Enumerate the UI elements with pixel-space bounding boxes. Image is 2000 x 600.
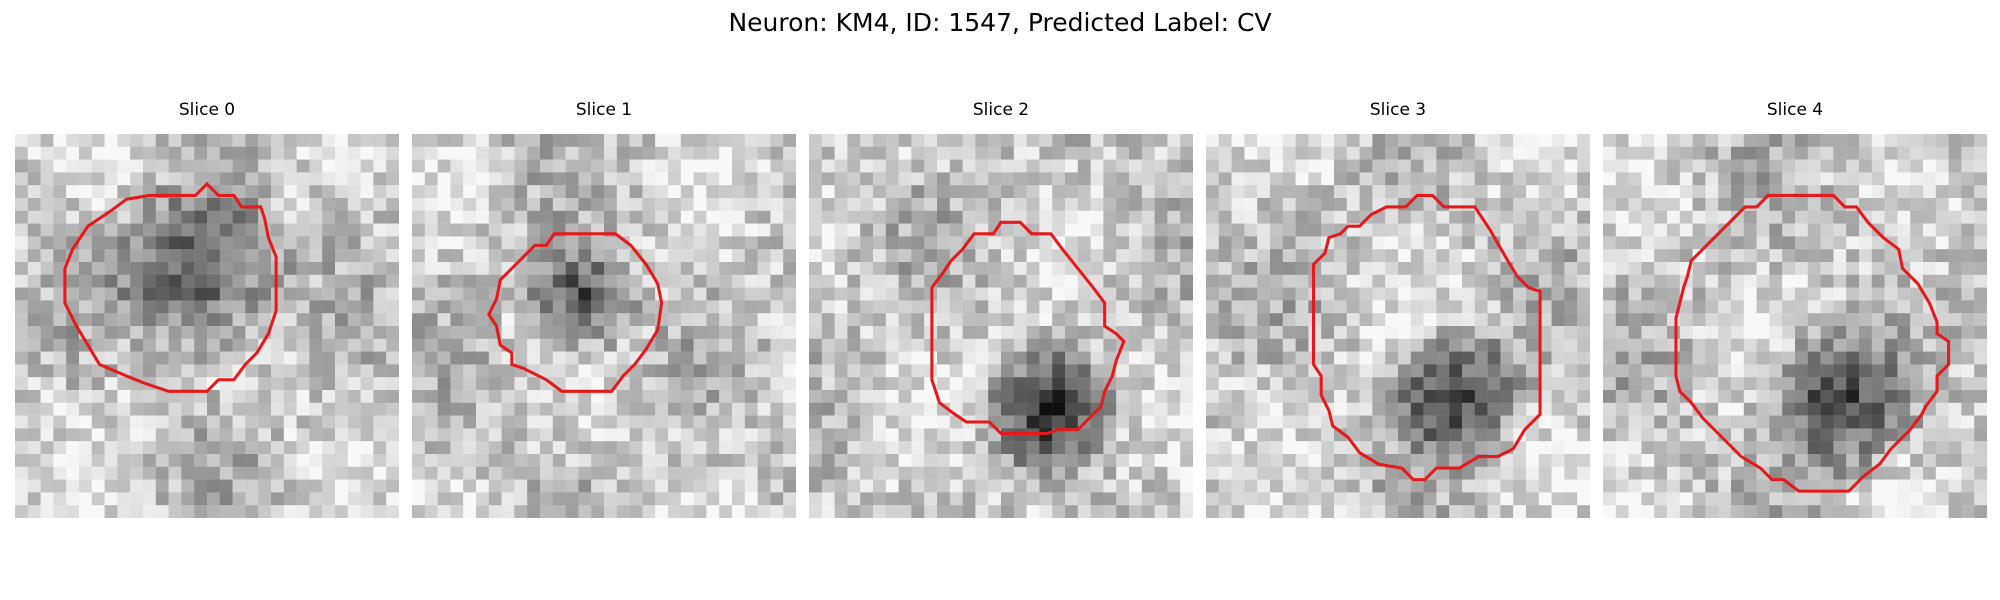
slice-title: Slice 4 bbox=[1766, 100, 1824, 120]
slice-panel-3: Slice 3 bbox=[1206, 100, 1590, 518]
cell-contour bbox=[1674, 193, 1951, 493]
slice-title: Slice 0 bbox=[178, 100, 236, 120]
cell-contour bbox=[1311, 193, 1542, 482]
slice-panel-4: Slice 4 bbox=[1603, 100, 1987, 518]
slice-image bbox=[15, 134, 399, 518]
figure-title: Neuron: KM4, ID: 1547, Predicted Label: … bbox=[728, 8, 1272, 37]
slice-title: Slice 1 bbox=[575, 100, 633, 120]
slice-image bbox=[1603, 134, 1987, 518]
slice-panel-0: Slice 0 bbox=[15, 100, 399, 518]
cell-contour bbox=[63, 181, 278, 393]
cell-contour bbox=[487, 232, 664, 393]
slice-panel-1: Slice 1 bbox=[412, 100, 796, 518]
slice-panel-2: Slice 2 bbox=[809, 100, 1193, 518]
slice-image bbox=[1206, 134, 1590, 518]
slice-title: Slice 3 bbox=[1369, 100, 1427, 120]
slice-image bbox=[809, 134, 1193, 518]
cell-contour bbox=[930, 220, 1126, 436]
slice-image bbox=[412, 134, 796, 518]
slice-title: Slice 2 bbox=[972, 100, 1030, 120]
